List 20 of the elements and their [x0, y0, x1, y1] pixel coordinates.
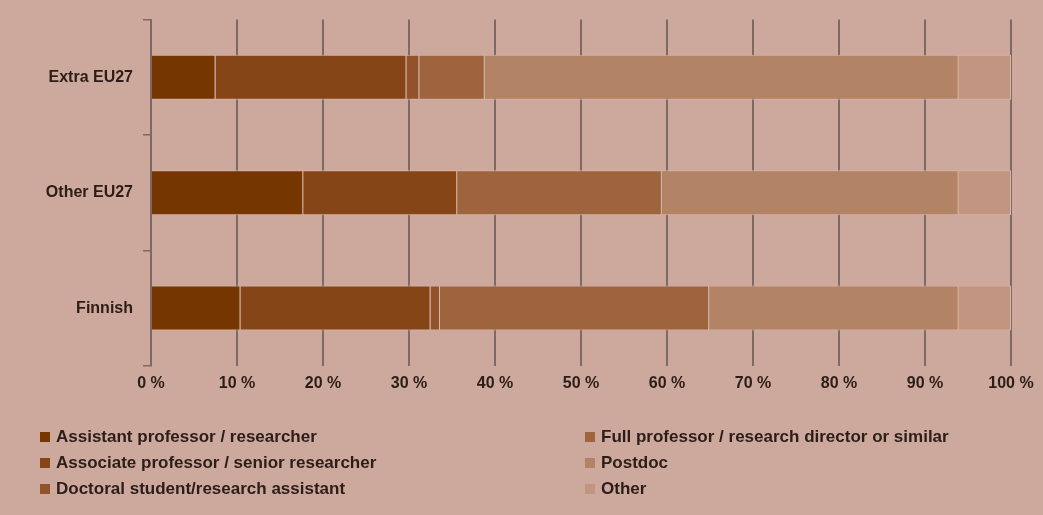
legend-label: Other — [601, 479, 647, 499]
legend-label: Associate professor / senior researcher — [56, 453, 377, 473]
x-tick-label: 70 % — [734, 373, 772, 391]
y-tick-label: Other EU27 — [45, 183, 134, 201]
x-tick-label: 0 % — [137, 373, 165, 391]
legend-label: Assistant professor / researcher — [56, 427, 317, 447]
x-tick-label: 80 % — [820, 373, 858, 391]
y-tick-label: Finnish — [76, 298, 133, 316]
x-tick-label: 40 % — [476, 373, 514, 391]
y-tick-label: Extra EU27 — [48, 67, 134, 85]
legend-label: Doctoral student/research assistant — [56, 479, 346, 499]
x-tick-label: 90 % — [906, 373, 944, 391]
x-tick-label: 50 % — [562, 373, 600, 391]
x-tick-label: 20 % — [304, 373, 342, 391]
x-tick-label: 100 % — [988, 373, 1034, 391]
legend-label: Postdoc — [601, 453, 669, 473]
legend-label: Full professor / research director or similar — [601, 427, 949, 447]
x-tick-label: 30 % — [390, 373, 428, 391]
x-tick-label: 10 % — [218, 373, 256, 391]
x-tick-label: 60 % — [648, 373, 686, 391]
